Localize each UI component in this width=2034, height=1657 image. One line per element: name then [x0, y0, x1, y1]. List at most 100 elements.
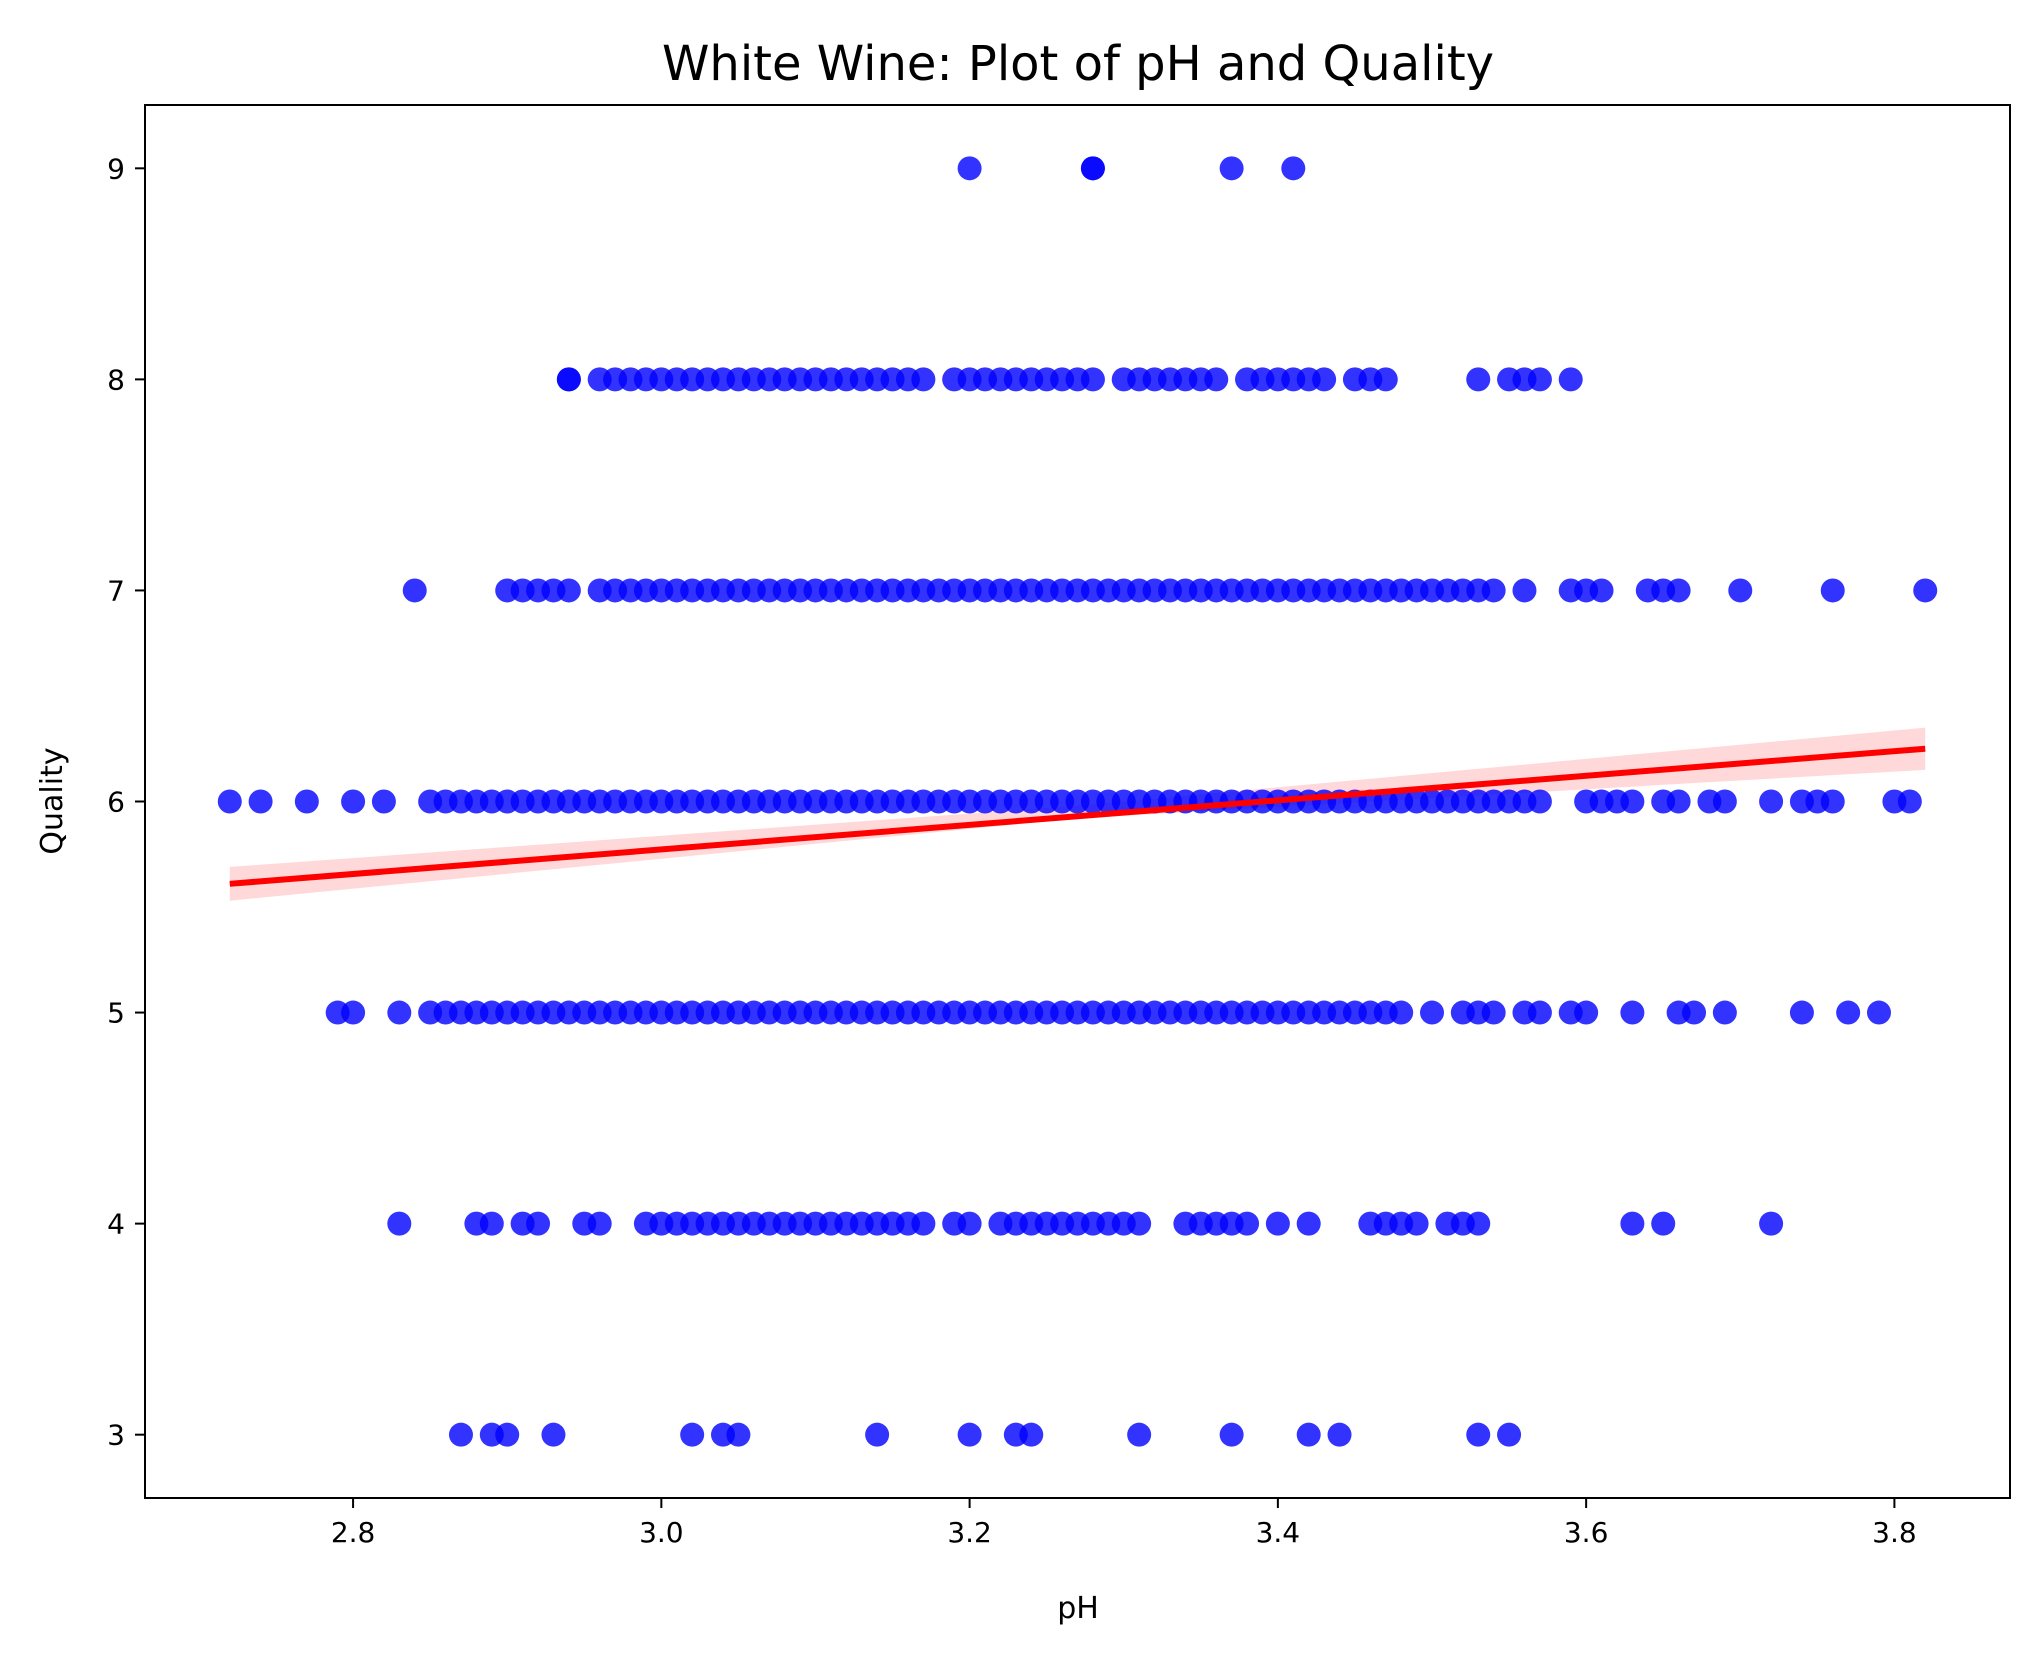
data-point	[1127, 1211, 1152, 1236]
data-point	[1466, 1422, 1491, 1447]
data-point	[1712, 1000, 1737, 1025]
y-tick-label: 5	[107, 997, 125, 1030]
data-point	[1620, 1211, 1645, 1236]
data-point	[1265, 1211, 1290, 1236]
data-point	[1527, 367, 1552, 392]
data-point	[1389, 1000, 1414, 1025]
data-point	[1219, 1422, 1244, 1447]
data-point	[341, 789, 366, 814]
data-point	[1235, 1211, 1260, 1236]
data-point	[1789, 1000, 1814, 1025]
data-point	[1296, 1211, 1321, 1236]
data-point	[1589, 578, 1614, 603]
data-point	[1373, 367, 1398, 392]
data-point	[371, 789, 396, 814]
x-tick-label: 3.2	[947, 1516, 992, 1549]
data-point	[402, 578, 427, 603]
x-tick-label: 3.8	[1872, 1516, 1917, 1549]
data-point	[911, 367, 936, 392]
data-point	[387, 1211, 412, 1236]
data-point	[1527, 1000, 1552, 1025]
data-point	[957, 1422, 982, 1447]
data-point	[1466, 1211, 1491, 1236]
data-point	[526, 1211, 551, 1236]
data-point	[1574, 1000, 1599, 1025]
data-point	[1820, 789, 1845, 814]
regression-line	[229, 745, 1926, 887]
data-point	[541, 1422, 566, 1447]
y-axis-ticks: 3 4 5 6 7 8 9	[107, 152, 145, 1452]
data-point	[680, 1422, 705, 1447]
data-point	[1836, 1000, 1861, 1025]
data-points-layer	[217, 156, 1938, 1447]
data-point	[865, 1422, 890, 1447]
y-tick-label: 8	[107, 363, 125, 396]
data-point	[1913, 578, 1938, 603]
x-axis-ticks: 2.8 3.0 3.2 3.4 3.6 3.8	[331, 1498, 1917, 1549]
data-point	[1019, 1422, 1044, 1447]
data-point	[1558, 367, 1583, 392]
x-axis-label: pH	[1057, 1591, 1099, 1626]
x-tick-label: 3.0	[639, 1516, 684, 1549]
data-point	[1897, 789, 1922, 814]
data-point	[1204, 367, 1229, 392]
data-point	[1512, 578, 1537, 603]
data-point	[957, 1211, 982, 1236]
data-point	[1219, 156, 1244, 181]
data-point	[1312, 367, 1337, 392]
data-point	[1728, 578, 1753, 603]
data-point	[556, 578, 581, 603]
data-point	[726, 1422, 751, 1447]
y-tick-label: 9	[107, 152, 125, 185]
data-point	[1682, 1000, 1707, 1025]
y-axis-label: Quality	[35, 747, 70, 854]
y-tick-label: 7	[107, 574, 125, 607]
data-point	[448, 1422, 473, 1447]
data-point	[1712, 789, 1737, 814]
x-tick-label: 2.8	[331, 1516, 376, 1549]
data-point	[1666, 578, 1691, 603]
y-tick-label: 4	[107, 1208, 125, 1241]
data-point	[248, 789, 273, 814]
data-point	[1620, 1000, 1645, 1025]
data-point	[294, 789, 319, 814]
data-point	[587, 1211, 612, 1236]
data-point	[1759, 789, 1784, 814]
data-point	[1651, 1211, 1676, 1236]
data-point	[1327, 1422, 1352, 1447]
data-point	[1820, 578, 1845, 603]
data-point	[387, 1000, 412, 1025]
data-point	[1527, 789, 1552, 814]
data-point	[1481, 1000, 1506, 1025]
data-point	[556, 367, 581, 392]
data-point	[1666, 789, 1691, 814]
x-tick-label: 3.4	[1256, 1516, 1301, 1549]
data-point	[1466, 367, 1491, 392]
data-point	[341, 1000, 366, 1025]
data-point	[1420, 1000, 1445, 1025]
data-point	[911, 1211, 936, 1236]
data-point	[1296, 1422, 1321, 1447]
data-point	[1620, 789, 1645, 814]
data-point	[957, 156, 982, 181]
data-point	[479, 1211, 504, 1236]
x-tick-label: 3.6	[1564, 1516, 1609, 1549]
y-tick-label: 6	[107, 786, 125, 819]
data-point	[1759, 1211, 1784, 1236]
y-tick-label: 3	[107, 1419, 125, 1452]
data-point	[1080, 367, 1105, 392]
data-point	[1481, 578, 1506, 603]
data-point	[495, 1422, 520, 1447]
data-point	[1866, 1000, 1891, 1025]
data-point	[217, 789, 242, 814]
data-point	[1281, 156, 1306, 181]
data-point	[1080, 156, 1105, 181]
regression-line-layer	[229, 745, 1926, 887]
data-point	[1497, 1422, 1522, 1447]
data-point	[1404, 1211, 1429, 1236]
data-point	[1127, 1422, 1152, 1447]
chart-title: White Wine: Plot of pH and Quality	[662, 36, 1494, 92]
